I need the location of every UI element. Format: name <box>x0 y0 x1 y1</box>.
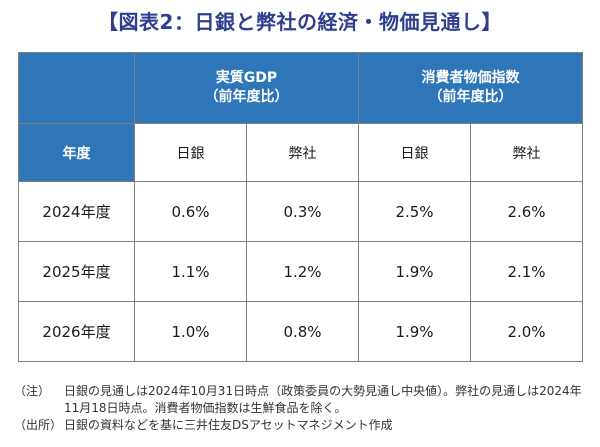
gdp-group-header: 実質GDP （前年度比） <box>134 52 359 124</box>
gdp-boj-header: 日銀 <box>134 123 247 182</box>
gdp-sublabel: （前年度比） <box>204 89 289 105</box>
source-text: 日銀の資料などを基に三井住友DSアセットマネジメント作成 <box>64 418 393 432</box>
table-row: 2026年度 1.0% 0.8% 1.9% 2.0% <box>18 301 583 362</box>
value-cell: 1.2% <box>246 241 359 302</box>
year-cell: 2026年度 <box>18 301 135 362</box>
group-header-row: 実質GDP （前年度比） 消費者物価指数 （前年度比） <box>18 52 583 124</box>
note-text: 日銀の見通しは2024年10月31日時点（政策委員の大勢見通し中央値）。弊社の見… <box>64 384 582 415</box>
table-row: 2024年度 0.6% 0.3% 2.5% 2.6% <box>18 181 583 242</box>
cpi-label: 消費者物価指数 <box>421 70 520 86</box>
cpi-boj-header: 日銀 <box>358 123 471 182</box>
note: （注） 日銀の見通しは2024年10月31日時点（政策委員の大勢見通し中央値）。… <box>14 383 594 417</box>
table-row: 2025年度 1.1% 1.2% 1.9% 2.1% <box>18 241 583 302</box>
gdp-company-header: 弊社 <box>246 123 359 182</box>
value-cell: 2.6% <box>470 181 583 242</box>
forecast-table: 実質GDP （前年度比） 消費者物価指数 （前年度比） 年度 日銀 弊社 日銀 … <box>18 52 583 362</box>
corner-cell <box>18 52 135 124</box>
year-cell: 2024年度 <box>18 181 135 242</box>
value-cell: 0.6% <box>134 181 247 242</box>
cpi-group-header: 消費者物価指数 （前年度比） <box>358 52 583 124</box>
value-cell: 2.1% <box>470 241 583 302</box>
gdp-label: 実質GDP <box>215 70 278 86</box>
value-cell: 0.3% <box>246 181 359 242</box>
sub-header-row: 年度 日銀 弊社 日銀 弊社 <box>18 123 583 182</box>
year-cell: 2025年度 <box>18 241 135 302</box>
value-cell: 2.5% <box>358 181 471 242</box>
value-cell: 1.9% <box>358 241 471 302</box>
value-cell: 1.1% <box>134 241 247 302</box>
value-cell: 2.0% <box>470 301 583 362</box>
year-header: 年度 <box>18 123 135 182</box>
value-cell: 0.8% <box>246 301 359 362</box>
page-title: 【図表2：日銀と弊社の経済・物価見通し】 <box>98 10 502 34</box>
cpi-sublabel: （前年度比） <box>428 89 513 105</box>
note-tag: （注） <box>14 384 51 398</box>
source-note: （出所） 日銀の資料などを基に三井住友DSアセットマネジメント作成 <box>14 417 594 434</box>
value-cell: 1.0% <box>134 301 247 362</box>
value-cell: 1.9% <box>358 301 471 362</box>
source-tag: （出所） <box>14 418 63 432</box>
notes: （注） 日銀の見通しは2024年10月31日時点（政策委員の大勢見通し中央値）。… <box>14 383 594 434</box>
cpi-company-header: 弊社 <box>470 123 583 182</box>
